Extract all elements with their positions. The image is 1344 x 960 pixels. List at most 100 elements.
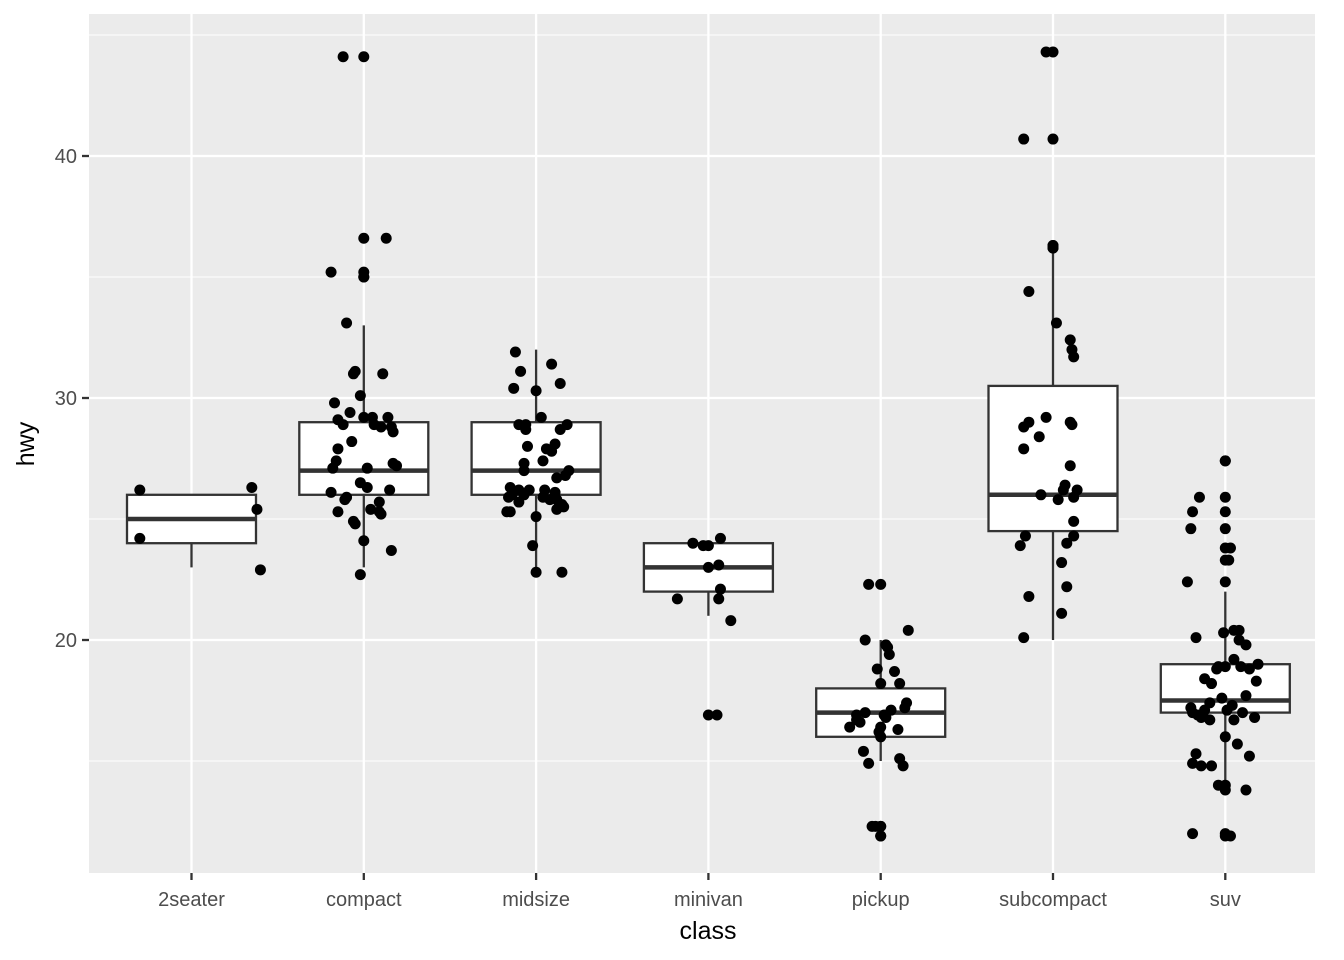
jitter-point <box>1181 576 1193 588</box>
jitter-point <box>358 535 370 547</box>
jitter-point <box>504 506 516 518</box>
jitter-point <box>527 540 539 552</box>
jitter-point <box>892 724 904 736</box>
box-suv <box>1159 591 1291 786</box>
outlier-point <box>702 709 714 721</box>
jitter-point <box>1052 494 1064 506</box>
jitter-point <box>1018 421 1030 433</box>
jitter-point <box>515 365 527 377</box>
points-compact <box>325 51 403 581</box>
jitter-point <box>329 397 341 409</box>
jitter-point <box>1018 632 1030 644</box>
jitter-point <box>1224 830 1236 842</box>
jitter-point <box>1233 624 1245 636</box>
jitter-point <box>1040 46 1052 58</box>
jitter-point <box>341 317 353 329</box>
points-suv <box>1181 455 1264 842</box>
jitter-point <box>702 561 714 573</box>
jitter-point <box>713 559 725 571</box>
jitter-point <box>857 745 869 757</box>
jitter-point <box>714 532 726 544</box>
box-body <box>987 384 1119 533</box>
jitter-point <box>1018 133 1030 145</box>
jitter-point <box>559 469 571 481</box>
jitter-point <box>1019 530 1031 542</box>
jitter-point <box>337 51 349 63</box>
jitter-point <box>1240 690 1252 702</box>
jitter-point <box>551 503 563 515</box>
jitter-point <box>1187 506 1199 518</box>
jitter-point <box>844 721 856 733</box>
jitter-point <box>358 411 370 423</box>
jitter-point <box>1240 639 1252 651</box>
jitter-point <box>358 271 370 283</box>
jitter-point <box>1066 419 1078 431</box>
jitter-point <box>339 494 351 506</box>
jitter-point <box>521 440 533 452</box>
jitter-point <box>894 678 906 690</box>
jitter-point <box>325 266 337 278</box>
box-midsize <box>470 349 602 568</box>
jitter-point <box>377 368 389 380</box>
jitter-point <box>1250 675 1262 687</box>
jitter-point <box>863 578 875 590</box>
jitter-point <box>337 419 349 431</box>
jitter-point <box>1061 581 1073 593</box>
outlier-point <box>1219 491 1231 503</box>
jitter-point <box>1252 658 1264 670</box>
jitter-point <box>509 346 521 358</box>
jitter-point <box>1240 784 1252 796</box>
jitter-point <box>883 649 895 661</box>
jitter-point <box>711 709 723 721</box>
x-axis-title: class <box>680 917 737 945</box>
jitter-point <box>687 537 699 549</box>
outlier-point <box>1219 523 1231 535</box>
jitter-point <box>254 564 266 576</box>
jitter-point <box>1204 714 1216 726</box>
jitter-point <box>714 583 726 595</box>
jitter-point <box>1068 530 1080 542</box>
y-tick-label: 20 <box>55 630 77 652</box>
jitter-point <box>671 593 683 605</box>
jitter-point <box>1040 411 1052 423</box>
jitter-point <box>354 569 366 581</box>
jitter-point <box>1235 661 1247 673</box>
y-axis-title: hwy <box>12 421 40 466</box>
outlier-point <box>875 578 887 590</box>
jitter-point <box>870 820 882 832</box>
jitter-point <box>1231 738 1243 750</box>
jitter-point <box>385 544 397 556</box>
jitter-point <box>530 511 542 523</box>
box-body <box>1159 663 1291 714</box>
jitter-point <box>1195 760 1207 772</box>
jitter-point <box>875 830 887 842</box>
outlier-point <box>358 232 370 244</box>
jitter-point <box>325 486 337 498</box>
jitter-point <box>365 503 377 515</box>
jitter-point <box>725 615 737 627</box>
jitter-point <box>1057 484 1069 496</box>
jitter-point <box>1224 542 1236 554</box>
jitter-point <box>859 634 871 646</box>
jitter-point <box>551 472 563 484</box>
jitter-point <box>513 496 525 508</box>
jitter-point <box>1064 460 1076 472</box>
jitter-point <box>251 503 263 515</box>
jitter-point <box>1218 627 1230 639</box>
outlier-point <box>1219 576 1231 588</box>
jitter-point <box>1047 242 1059 254</box>
jitter-point <box>1187 757 1199 769</box>
jitter-point <box>535 411 547 423</box>
jitter-point <box>1211 663 1223 675</box>
jitter-point <box>387 426 399 438</box>
jitter-point <box>1237 707 1249 719</box>
x-tick-label: 2seater <box>158 889 225 911</box>
jitter-point <box>880 711 892 723</box>
jitter-point <box>1050 317 1062 329</box>
jitter-point <box>346 436 358 448</box>
jitter-point <box>546 358 558 370</box>
jitter-point <box>327 462 339 474</box>
jitter-point <box>1221 704 1233 716</box>
jitter-point <box>1056 607 1068 619</box>
